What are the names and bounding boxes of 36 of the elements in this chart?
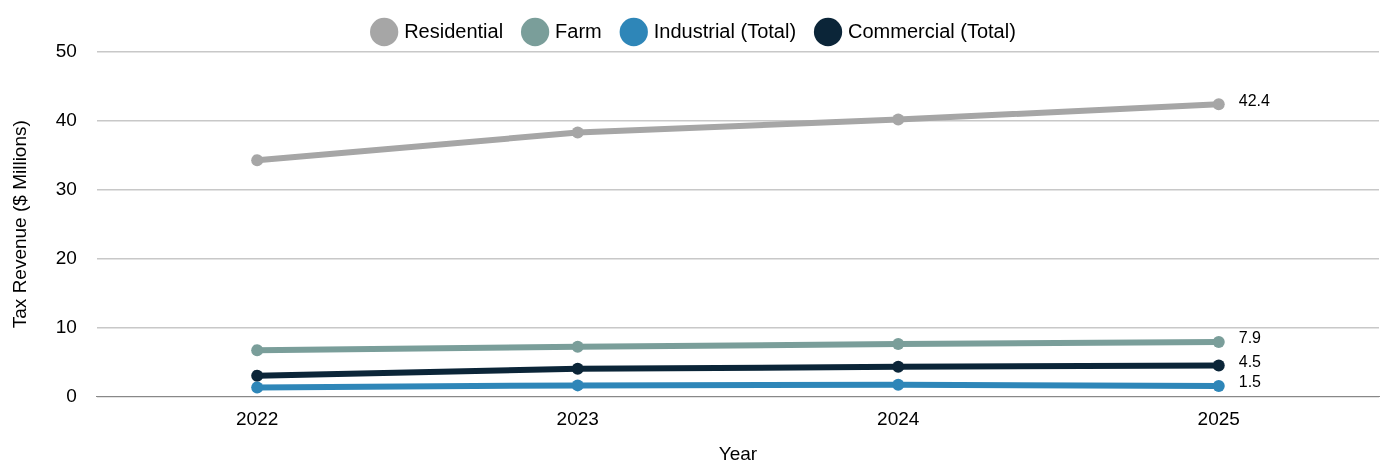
point	[1212, 380, 1225, 393]
point	[1212, 98, 1225, 111]
data-label: 4.5	[1238, 352, 1262, 370]
point	[251, 344, 264, 357]
x-tick-label: 2023	[556, 408, 599, 430]
point	[892, 360, 905, 373]
point	[571, 379, 584, 392]
point	[251, 381, 264, 394]
point	[1212, 335, 1225, 348]
point	[892, 338, 905, 351]
point	[571, 362, 584, 375]
y-tick-label: 50	[55, 40, 77, 62]
data-label: 7.9	[1238, 329, 1262, 347]
point	[892, 113, 905, 126]
point	[892, 378, 905, 391]
legend-label: Commercial (Total)	[848, 19, 1016, 42]
point	[251, 154, 264, 167]
point	[571, 126, 584, 139]
y-tick-label: 30	[55, 177, 77, 199]
x-tick-label: 2025	[1197, 408, 1240, 430]
legend-label: Industrial (Total)	[653, 19, 797, 42]
legend-label: Residential	[404, 19, 504, 42]
y-tick-label: 20	[55, 246, 77, 268]
y-tick-label: 0	[66, 384, 77, 406]
point	[571, 340, 584, 353]
x-axis-title: Year	[718, 442, 758, 464]
y-tick-label: 40	[55, 109, 77, 131]
x-tick-label: 2022	[236, 408, 279, 430]
data-label: 42.4	[1238, 91, 1270, 109]
point	[251, 369, 264, 382]
point	[1212, 359, 1225, 372]
data-label: 1.5	[1238, 373, 1262, 391]
x-tick-label: 2024	[877, 408, 920, 430]
y-axis-title: Tax Revenue ($ Millions)	[8, 120, 30, 329]
legend-label: Farm	[555, 19, 602, 42]
y-tick-label: 10	[55, 315, 77, 337]
